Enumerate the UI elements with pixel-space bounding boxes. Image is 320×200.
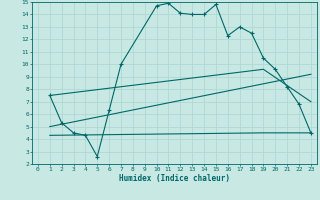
X-axis label: Humidex (Indice chaleur): Humidex (Indice chaleur): [119, 174, 230, 183]
